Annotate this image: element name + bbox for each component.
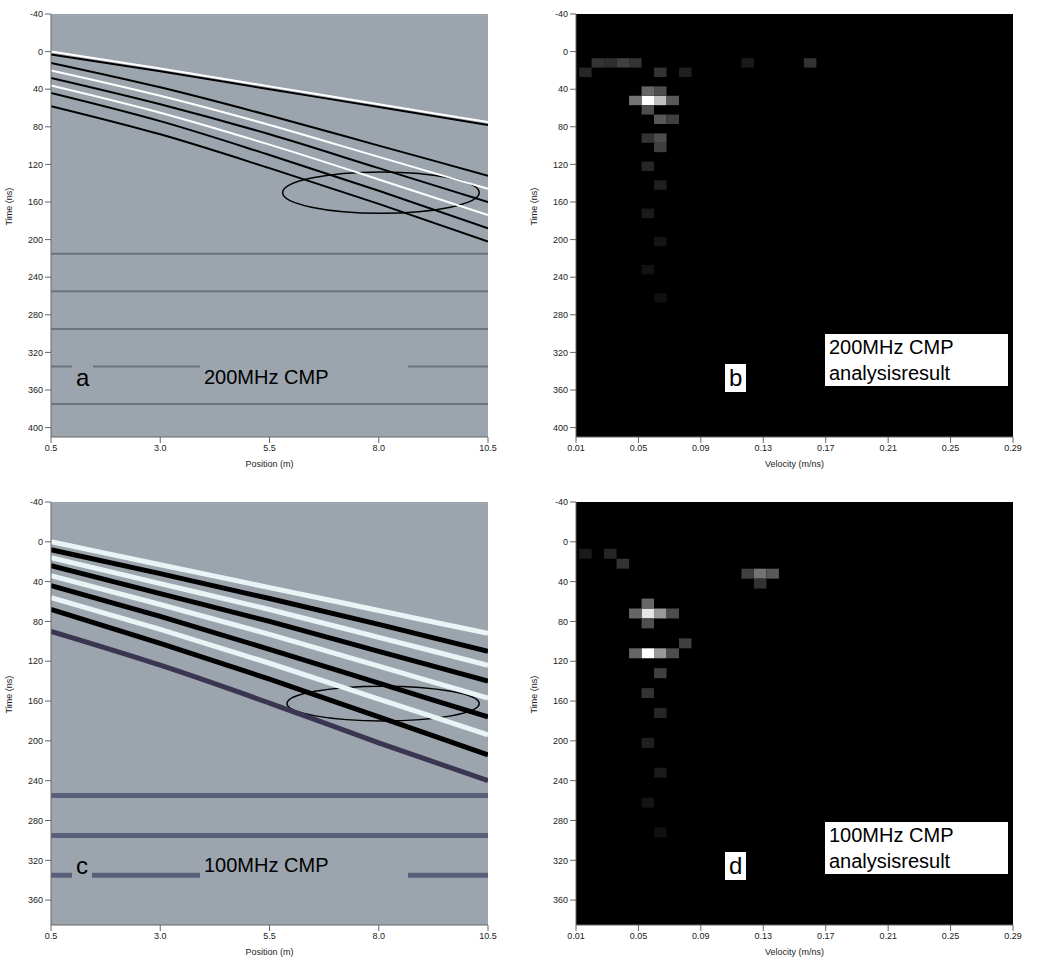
html-text:100MHz CMP: 100MHz CMP: [204, 854, 329, 876]
svg-text:80: 80: [558, 122, 568, 132]
svg-text:320: 320: [28, 348, 43, 358]
svg-text:0.05: 0.05: [630, 931, 648, 941]
svg-text:Velocity (m/ns): Velocity (m/ns): [765, 947, 824, 957]
svg-text:Time (ns): Time (ns): [4, 188, 14, 226]
svg-text:-40: -40: [555, 9, 568, 19]
svg-text:0.13: 0.13: [755, 443, 773, 453]
html-text:200MHz CMP analysisresult: 200MHz CMP analysisresult: [829, 336, 954, 384]
svg-text:0.09: 0.09: [692, 443, 710, 453]
svg-text:0.5: 0.5: [45, 931, 58, 941]
svg-text:120: 120: [28, 160, 43, 170]
svg-text:0: 0: [563, 537, 568, 547]
svg-text:Velocity (m/ns): Velocity (m/ns): [765, 459, 824, 469]
svg-text:240: 240: [553, 272, 568, 282]
svg-text:10.5: 10.5: [479, 443, 497, 453]
svg-text:280: 280: [553, 310, 568, 320]
svg-text:0: 0: [38, 47, 43, 57]
svg-text:0.29: 0.29: [1004, 443, 1022, 453]
svg-text:240: 240: [28, 272, 43, 282]
html-text:200MHz CMP: 200MHz CMP: [204, 366, 329, 388]
svg-text:0: 0: [38, 537, 43, 547]
svg-text:120: 120: [28, 656, 43, 666]
html-text:100MHz CMP analysisresult: 100MHz CMP analysisresult: [829, 824, 954, 872]
svg-text:280: 280: [28, 310, 43, 320]
svg-text:160: 160: [28, 696, 43, 706]
svg-text:320: 320: [553, 856, 568, 866]
svg-text:80: 80: [33, 617, 43, 627]
svg-text:8.0: 8.0: [372, 443, 385, 453]
svg-text:280: 280: [28, 816, 43, 826]
svg-text:160: 160: [553, 197, 568, 207]
svg-text:400: 400: [28, 423, 43, 433]
svg-text:0.05: 0.05: [630, 443, 648, 453]
svg-text:3.0: 3.0: [154, 931, 167, 941]
svg-text:200: 200: [28, 235, 43, 245]
svg-text:0.17: 0.17: [817, 443, 835, 453]
svg-text:80: 80: [33, 122, 43, 132]
svg-text:0.5: 0.5: [45, 443, 58, 453]
svg-text:0.01: 0.01: [567, 931, 585, 941]
svg-text:40: 40: [558, 577, 568, 587]
svg-text:Position (m): Position (m): [245, 947, 293, 957]
svg-text:40: 40: [558, 84, 568, 94]
svg-text:0.29: 0.29: [1004, 931, 1022, 941]
svg-text:10.5: 10.5: [479, 931, 497, 941]
svg-text:-40: -40: [555, 497, 568, 507]
svg-text:40: 40: [33, 577, 43, 587]
svg-text:360: 360: [553, 895, 568, 905]
html-text:c: c: [76, 852, 88, 879]
svg-text:80: 80: [558, 617, 568, 627]
svg-text:5.5: 5.5: [263, 931, 276, 941]
svg-text:0.25: 0.25: [942, 443, 960, 453]
svg-text:Time (ns): Time (ns): [4, 676, 14, 714]
svg-text:160: 160: [553, 696, 568, 706]
svg-text:-40: -40: [30, 9, 43, 19]
svg-text:0.21: 0.21: [879, 931, 897, 941]
svg-text:Time (ns): Time (ns): [529, 676, 539, 714]
svg-text:320: 320: [28, 856, 43, 866]
svg-text:240: 240: [553, 776, 568, 786]
svg-text:Time (ns): Time (ns): [529, 188, 539, 226]
svg-text:0.09: 0.09: [692, 931, 710, 941]
svg-text:0.25: 0.25: [942, 931, 960, 941]
svg-text:200: 200: [553, 235, 568, 245]
html-text:d: d: [729, 852, 743, 879]
html-text:a: a: [76, 364, 90, 391]
svg-text:280: 280: [553, 816, 568, 826]
svg-text:8.0: 8.0: [372, 931, 385, 941]
svg-text:320: 320: [553, 348, 568, 358]
svg-text:160: 160: [28, 197, 43, 207]
svg-text:360: 360: [28, 385, 43, 395]
svg-text:200: 200: [28, 736, 43, 746]
svg-text:400: 400: [553, 423, 568, 433]
svg-text:5.5: 5.5: [263, 443, 276, 453]
svg-text:0: 0: [563, 47, 568, 57]
svg-text:120: 120: [553, 656, 568, 666]
html-text:b: b: [729, 364, 743, 391]
svg-text:3.0: 3.0: [154, 443, 167, 453]
svg-text:200: 200: [553, 736, 568, 746]
svg-text:120: 120: [553, 160, 568, 170]
svg-text:40: 40: [33, 84, 43, 94]
svg-text:360: 360: [553, 385, 568, 395]
svg-text:0.01: 0.01: [567, 443, 585, 453]
svg-text:240: 240: [28, 776, 43, 786]
svg-text:-40: -40: [30, 497, 43, 507]
svg-text:0.13: 0.13: [755, 931, 773, 941]
svg-text:0.17: 0.17: [817, 931, 835, 941]
svg-text:0.21: 0.21: [879, 443, 897, 453]
svg-text:Position (m): Position (m): [245, 459, 293, 469]
svg-text:360: 360: [28, 895, 43, 905]
